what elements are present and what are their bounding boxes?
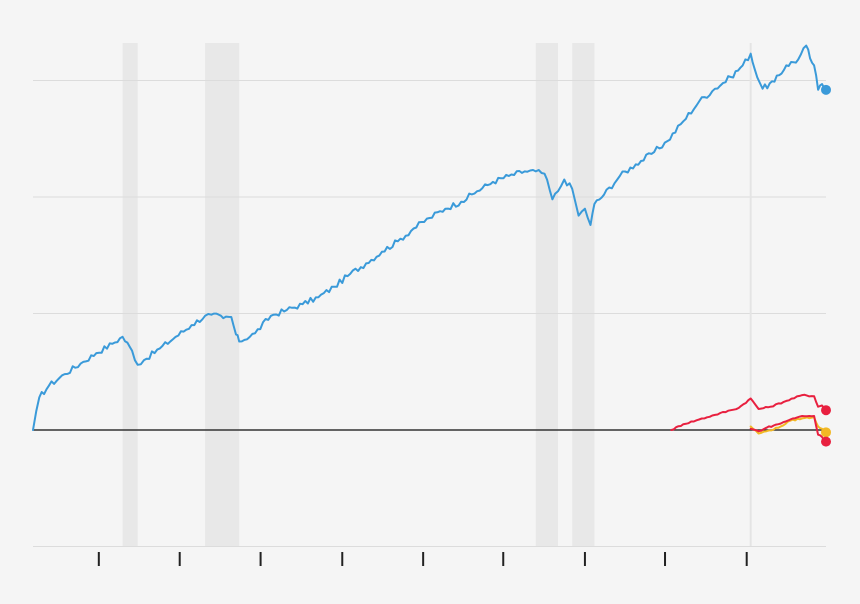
gridlines — [33, 80, 826, 547]
series-line-0 — [32, 44, 827, 431]
series-end-dot-0 — [821, 84, 831, 95]
shaded-period-0 — [122, 43, 138, 546]
shaded-period-2 — [535, 43, 558, 546]
shaded-periods — [122, 43, 595, 546]
series-line-3 — [749, 415, 827, 443]
series-line-1 — [670, 393, 827, 431]
shaded-period-3 — [572, 43, 595, 546]
series-end-dot-2 — [821, 427, 831, 438]
series-lines — [32, 44, 831, 447]
series-end-dot-3 — [821, 436, 831, 447]
series-end-dot-1 — [821, 405, 831, 416]
x-axis-ticks — [97, 552, 748, 566]
shaded-period-1 — [205, 43, 240, 546]
